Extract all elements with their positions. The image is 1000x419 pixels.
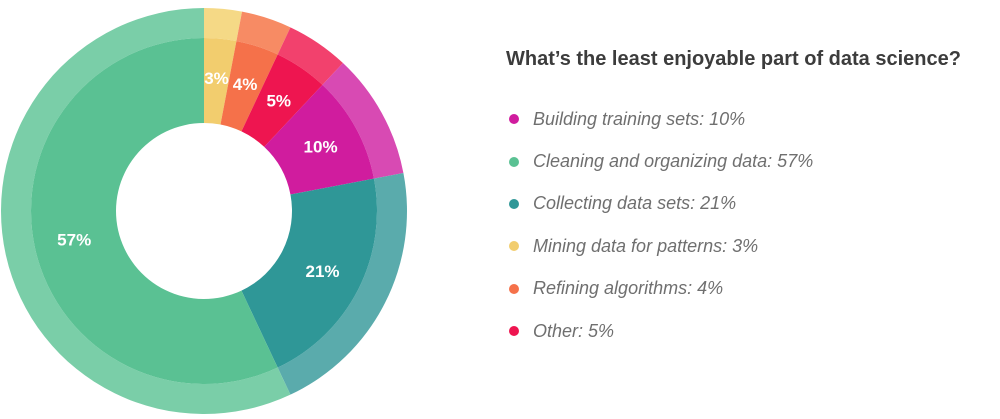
- legend-swatch: [509, 326, 519, 337]
- slice-label-building-training-sets: 10%: [304, 137, 338, 156]
- legend-item-refining-algorithms: Refining algorithms: 4%: [506, 268, 996, 310]
- outer-slice-other: [277, 27, 343, 85]
- legend-label: Refining algorithms: 4%: [533, 278, 724, 299]
- legend-swatch: [509, 241, 519, 252]
- chart-legend: What’s the least enjoyable part of data …: [506, 48, 996, 352]
- legend-list: Building training sets: 10% Cleaning and…: [506, 98, 996, 352]
- slice-label-other: 5%: [266, 91, 291, 110]
- outer-slice-collecting-data-sets: [277, 172, 407, 395]
- legend-label: Cleaning and organizing data: 57%: [533, 151, 814, 172]
- slice-label-cleaning-and-organizing-data: 57%: [57, 231, 91, 250]
- slice-cleaning-and-organizing-data: [30, 38, 278, 384]
- legend-item-building-training-sets: Building training sets: 10%: [506, 98, 996, 140]
- chart-title: What’s the least enjoyable part of data …: [506, 48, 961, 70]
- inner-ring: [30, 38, 377, 384]
- slice-collecting-data-sets: [241, 178, 377, 368]
- outer-slice-refining-algorithms: [236, 11, 291, 55]
- slice-mining-data-for-patterns: [204, 38, 237, 125]
- outer-slice-mining-data-for-patterns: [204, 8, 243, 42]
- outer-slice-building-training-sets: [322, 63, 404, 179]
- legend-swatch: [509, 156, 519, 167]
- legend-label: Building training sets: 10%: [533, 108, 746, 129]
- legend-item-cleaning-organizing-data: Cleaning and organizing data: 57%: [506, 140, 996, 182]
- legend-swatch: [509, 283, 519, 294]
- outer-ring: [1, 8, 407, 414]
- slice-building-training-sets: [264, 84, 374, 195]
- legend-label: Other: 5%: [533, 320, 615, 341]
- donut-chart: 3% 4% 5% 10% 21% 57%: [1, 8, 407, 414]
- slice-label-mining-data-for-patterns: 3%: [204, 69, 229, 88]
- slice-labels: 3% 4% 5% 10% 21% 57%: [57, 69, 339, 281]
- slice-other: [241, 54, 323, 147]
- legend-swatch: [509, 114, 519, 125]
- legend-swatch: [509, 198, 519, 209]
- legend-item-other: Other: 5%: [506, 310, 996, 352]
- legend-label: Mining data for patterns: 3%: [533, 235, 759, 256]
- slice-label-collecting-data-sets: 21%: [305, 262, 339, 281]
- legend-item-collecting-data-sets: Collecting data sets: 21%: [506, 183, 996, 225]
- slice-refining-algorithms: [220, 41, 278, 132]
- slice-label-refining-algorithms: 4%: [233, 75, 258, 94]
- legend-label: Collecting data sets: 21%: [533, 193, 737, 214]
- legend-item-mining-data-patterns: Mining data for patterns: 3%: [506, 225, 996, 267]
